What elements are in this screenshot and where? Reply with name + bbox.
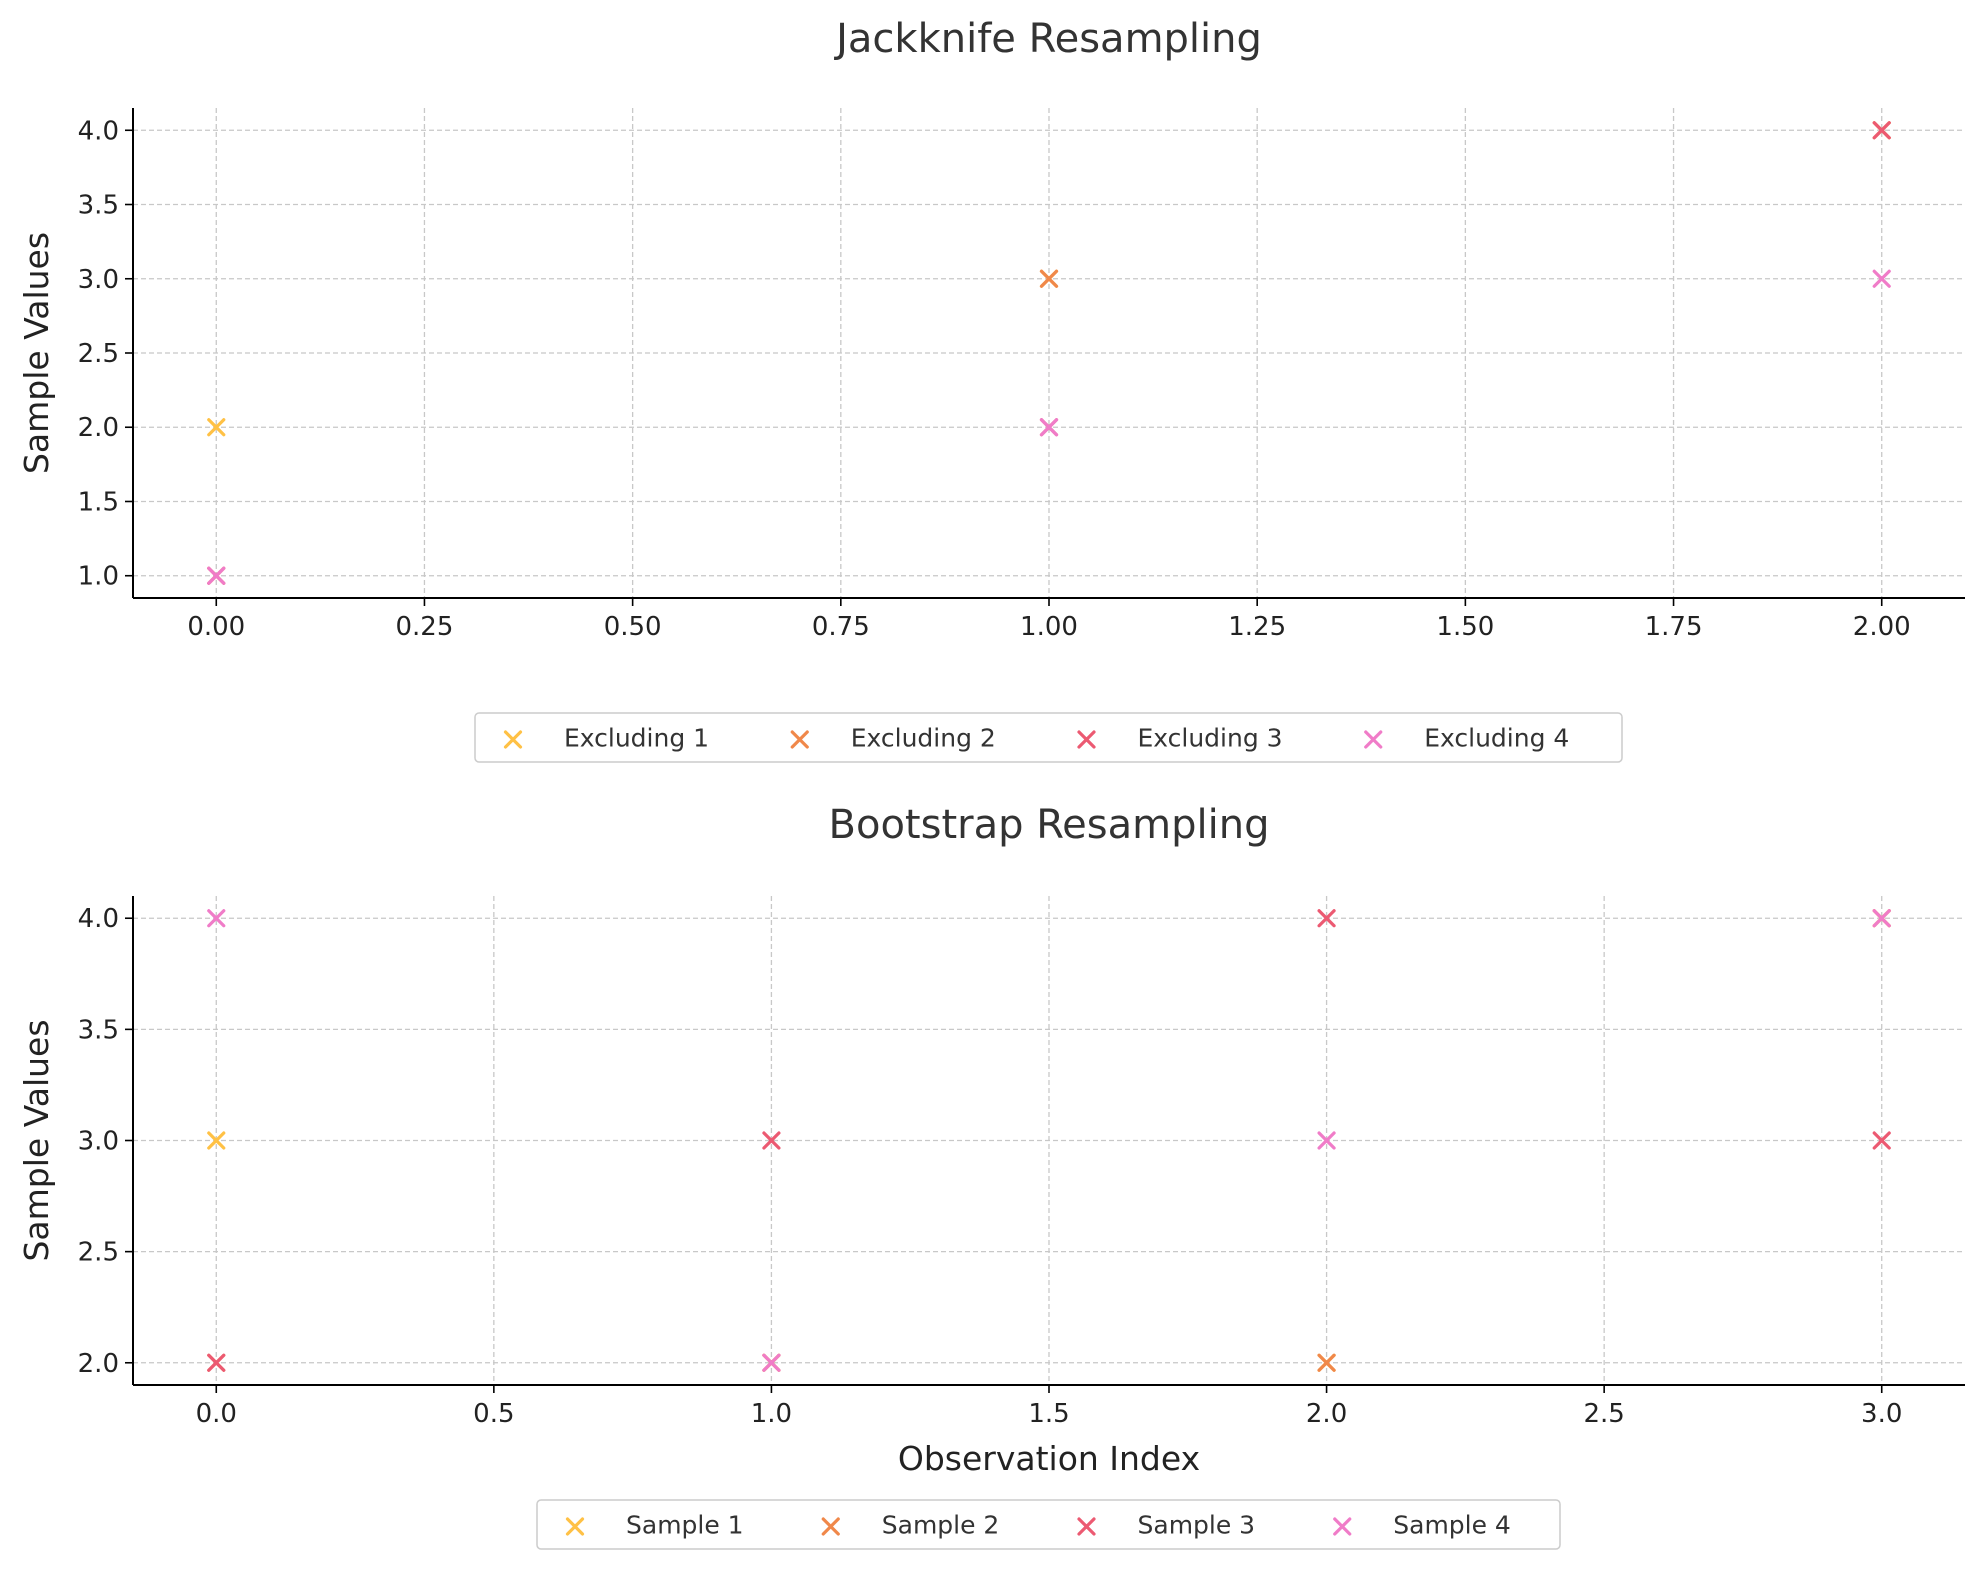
data-point: [207, 566, 226, 585]
subplot-1: 0.00 0.25 0.50 0.75 1.00 1.25 1.50 1.75 2.00 1.0 1…: [17, 16, 1965, 763]
legend-item: Excluding 2: [790, 724, 996, 753]
y-tick-label: 3.5: [78, 191, 119, 221]
series-4: [207, 269, 1891, 585]
y-axis-label: Sample Values: [17, 232, 56, 474]
y-tick-label: 3.5: [78, 1015, 119, 1045]
data-point: [207, 418, 226, 437]
data-point: [762, 1353, 781, 1372]
x-tick-label: 1.5: [1028, 1399, 1069, 1429]
data-point: [207, 909, 226, 928]
series-4: [207, 909, 1891, 1372]
data-point: [1039, 418, 1059, 437]
series-3: [207, 909, 1891, 1372]
x-axis-label: Observation Index: [898, 1439, 1200, 1478]
data-point: [1872, 269, 1891, 288]
x-tick-label: 0.0: [196, 1399, 237, 1429]
y-tick-label: 4.0: [78, 116, 119, 146]
data-point: [1039, 269, 1059, 288]
y-axis-label: Sample Values: [17, 1019, 56, 1261]
x-tick-label: 0.5: [473, 1399, 514, 1429]
legend-label: Sample 4: [1393, 1511, 1511, 1540]
legend-label: Excluding 2: [851, 724, 996, 753]
y-tick-label: 1.5: [78, 487, 119, 517]
y-tick-label: 2.0: [78, 1349, 119, 1379]
y-tick-label: 1.0: [78, 562, 119, 592]
legend-item: Sample 3: [1077, 1511, 1256, 1540]
legend-label: Sample 2: [882, 1511, 1000, 1540]
legend-label: Excluding 4: [1424, 724, 1569, 753]
legend-marker: [1333, 1517, 1352, 1536]
x-tick-label: 1.25: [1228, 612, 1286, 642]
y-tick-label: 4.0: [78, 904, 119, 934]
data-point: [1872, 121, 1891, 140]
data-point: [1872, 909, 1891, 928]
data-point: [1317, 1131, 1336, 1150]
legend-item: Excluding 4: [1364, 724, 1569, 753]
legend-label: Excluding 3: [1138, 724, 1283, 753]
legend-marker: [1364, 730, 1383, 749]
x-tick-label: 0.50: [604, 612, 662, 642]
legend-label: Sample 3: [1138, 1511, 1256, 1540]
legend-marker: [565, 1517, 585, 1536]
legend-label: Excluding 1: [564, 724, 709, 753]
legend-label: Sample 1: [626, 1511, 744, 1540]
legend-marker: [503, 730, 523, 749]
legend: Sample 1 Sample 2 Sample 3 Sample 4: [536, 1499, 1561, 1550]
data-point: [207, 1131, 226, 1150]
legend-item: Sample 2: [821, 1511, 1000, 1540]
data-point: [1872, 1131, 1891, 1150]
x-tick-label: 0.25: [396, 612, 454, 642]
legend: Excluding 1 Excluding 2 Excluding 3 Excludi…: [474, 712, 1623, 763]
legend-item: Excluding 1: [503, 724, 709, 753]
data-point: [1317, 909, 1336, 928]
data-point: [1317, 1353, 1336, 1372]
x-tick-label: 1.50: [1436, 612, 1494, 642]
x-tick-label: 1.0: [751, 1399, 792, 1429]
data-point: [207, 1353, 226, 1372]
legend-marker: [1077, 730, 1096, 749]
x-tick-label: 2.5: [1583, 1399, 1624, 1429]
legend-marker: [821, 1517, 840, 1536]
legend-item: Sample 1: [565, 1511, 744, 1540]
x-tick-label: 0.00: [187, 612, 245, 642]
legend-marker: [790, 730, 809, 749]
data-point: [762, 1131, 781, 1150]
y-tick-label: 2.5: [78, 339, 119, 369]
y-tick-label: 3.0: [78, 1127, 119, 1157]
y-tick-label: 2.5: [78, 1238, 119, 1268]
subplot-2: 0.0 0.5 1.0 1.5 2.0 2.5 3.0 2.0 2.5 3.0 3.5 4.0 Boot…: [17, 802, 1965, 1550]
legend-box: [536, 1499, 1561, 1550]
y-tick-label: 3.0: [78, 265, 119, 295]
legend-item: Sample 4: [1333, 1511, 1511, 1540]
legend-item: Excluding 3: [1077, 724, 1283, 753]
y-tick-label: 2.0: [78, 413, 119, 443]
x-tick-label: 2.0: [1306, 1399, 1347, 1429]
legend-box: [474, 712, 1623, 763]
legend-marker: [1077, 1517, 1096, 1536]
x-tick-label: 0.75: [812, 612, 870, 642]
x-tick-label: 1.75: [1645, 612, 1703, 642]
chart-title: Jackknife Resampling: [833, 16, 1262, 62]
x-tick-label: 1.00: [1020, 612, 1078, 642]
x-tick-label: 2.00: [1853, 612, 1911, 642]
chart-title: Bootstrap Resampling: [829, 802, 1270, 848]
x-tick-label: 3.0: [1861, 1399, 1902, 1429]
